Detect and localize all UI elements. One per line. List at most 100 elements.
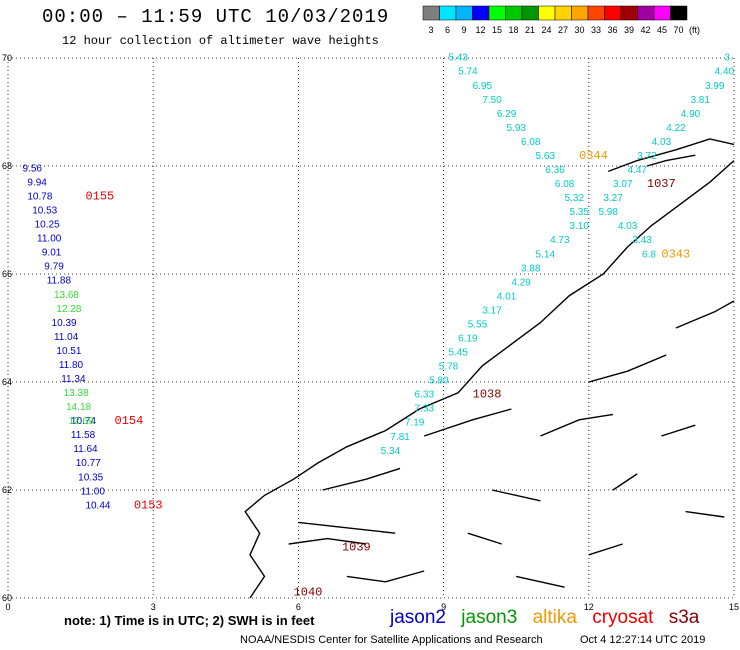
wave-height-value: 12.69	[69, 416, 94, 427]
wave-height-value: 5.80	[429, 376, 449, 387]
wave-height-value: 7.81	[390, 432, 410, 443]
wave-height-value: 11.04	[54, 332, 79, 343]
wave-height-value: 3.10	[569, 221, 589, 232]
wave-height-value: 5.32	[565, 193, 585, 204]
coastline-segment	[322, 467, 401, 491]
coastline-segment	[244, 160, 735, 599]
pass-time-label: 0344	[579, 149, 608, 163]
legend-label: 30	[574, 25, 584, 35]
lat-tick-label: 62	[2, 485, 12, 495]
wave-height-value: 3.17	[482, 305, 502, 316]
wave-height-value: 9.94	[27, 177, 47, 188]
wave-height-value: 3.27	[603, 193, 623, 204]
wave-height-value: 10.39	[52, 318, 77, 329]
pass-time-label: 0343	[661, 247, 690, 261]
lon-tick-label: 9	[441, 602, 446, 612]
lat-tick-label: 66	[2, 269, 12, 279]
wave-height-value: 10.44	[85, 500, 110, 511]
pass-time-label: 1038	[473, 388, 502, 402]
wave-height-value: 3.81	[690, 95, 710, 106]
map-subtitle: 12 hour collection of altimeter wave hei…	[62, 34, 379, 48]
coastline-segment	[588, 543, 623, 556]
lon-tick-label: 15	[729, 602, 739, 612]
legend-label: 6	[445, 25, 450, 35]
coastline-segment	[646, 154, 696, 167]
wave-height-value: 5.35	[569, 207, 589, 218]
lon-tick-label: 0	[5, 602, 10, 612]
legend-label: 18	[508, 25, 518, 35]
wave-height-value: 10.25	[35, 220, 60, 231]
wave-height-value: 6.95	[473, 81, 493, 92]
legend-label: 24	[541, 25, 551, 35]
wave-height-value: 5.55	[468, 319, 488, 330]
wave-height-value: 9.79	[44, 262, 64, 273]
legend-label: 39	[624, 25, 634, 35]
coastline-segment	[540, 413, 614, 437]
wave-height-value: 5.34	[381, 446, 401, 457]
wave-height-value: 9.56	[23, 163, 43, 174]
map-title: 00:00 – 11:59 UTC 10/03/2019	[42, 6, 390, 28]
wave-height-color-legend: 3 6 9 12 15 18 21 24 27 30 33 36 39 42 45 70 (ft)	[422, 5, 700, 35]
wave-height-value: 4.47	[628, 165, 648, 176]
wave-height-value: 7.50	[482, 95, 502, 106]
wave-height-value: 5.98	[598, 207, 618, 218]
wave-height-value: 9.01	[42, 248, 62, 259]
wave-height-value: 3.72	[637, 151, 657, 162]
lat-tick-label: 68	[2, 161, 12, 171]
coastline-segment	[607, 138, 735, 173]
wave-height-value: 4.29	[511, 277, 531, 288]
coastline-segment	[661, 424, 696, 437]
coastline-segment	[491, 489, 541, 502]
wave-height-value: 5.43	[448, 53, 468, 64]
legend-label: 3	[428, 25, 433, 35]
lat-tick-label: 70	[2, 53, 12, 63]
wave-height-value: 4.73	[550, 235, 570, 246]
coastline-segment	[612, 473, 638, 491]
wave-height-value: 5.63	[536, 151, 556, 162]
legend-label: 15	[492, 25, 502, 35]
wave-height-value: 5.14	[536, 249, 556, 260]
legend-swatch	[670, 5, 688, 21]
wave-height-value: 11.88	[47, 276, 72, 287]
coastline-segment	[516, 575, 565, 588]
wave-height-value: 6.29	[497, 109, 517, 120]
coastline-segment	[685, 510, 725, 518]
wave-height-value: 11.00	[37, 234, 62, 245]
legend-label: 12	[475, 25, 485, 35]
wave-height-value: 5.45	[448, 348, 468, 359]
wave-height-value: 3.99	[705, 81, 725, 92]
wave-height-value: 4.01	[497, 291, 517, 302]
wave-height-value: 7.19	[405, 418, 425, 429]
lat-lon-grid	[7, 57, 735, 599]
pass-time-label: 1039	[342, 540, 371, 554]
legend-unit: (ft)	[689, 25, 700, 35]
satellite-jason2: jason2	[390, 607, 446, 628]
wave-height-value: 10.78	[27, 191, 52, 202]
wave-height-value: 10.51	[56, 346, 81, 357]
axis-labels: 0 3 6 9 12 15 60 62 64 66 68 70	[2, 53, 739, 612]
wave-height-value: 6.08	[521, 137, 541, 148]
wave-height-value: 6.08	[555, 179, 575, 190]
wave-height-value: 5.74	[458, 67, 478, 78]
wave-height-value: 13.38	[64, 388, 89, 399]
wave-height-value: 3.	[724, 53, 732, 64]
legend-label: 33	[591, 25, 601, 35]
norway-coastline	[244, 138, 735, 599]
satellite-legend: jason2 jason3 altika cryosat s3a	[390, 607, 709, 629]
wave-height-value: 6.19	[458, 334, 478, 345]
legend-label: 36	[607, 25, 617, 35]
lat-tick-label: 64	[2, 377, 12, 387]
wave-height-value: 11.58	[71, 430, 96, 441]
coastline-segment	[288, 537, 367, 545]
wave-height-value: 6.8	[642, 249, 656, 260]
legend-label: 70	[673, 25, 683, 35]
pass-time-label: 0153	[134, 498, 163, 512]
satellite-jason3: jason3	[461, 607, 518, 628]
coastline-segment	[346, 570, 425, 583]
wave-height-value: 14.18	[66, 402, 91, 413]
coastline-segment	[675, 300, 735, 329]
wave-height-value: 4.90	[681, 109, 701, 120]
footnote: note: 1) Time is in UTC; 2) SWH is in fe…	[64, 613, 315, 628]
legend-label: 27	[558, 25, 568, 35]
wave-height-value: 4.03	[618, 221, 638, 232]
